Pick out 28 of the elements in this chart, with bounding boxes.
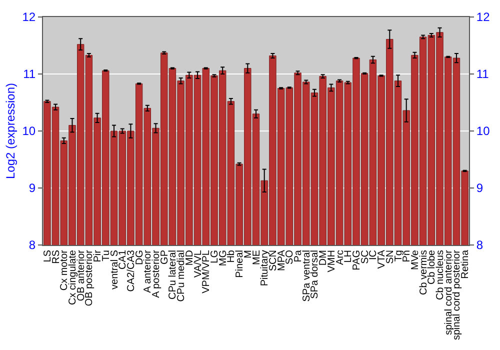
x-tick-label: Retina: [460, 250, 472, 279]
y-axis-title: Log2 (expression): [4, 82, 18, 180]
x-tick-label: Tg: [393, 250, 404, 262]
y2-tick-label: 10: [476, 124, 490, 138]
x-tick-label: A posterior: [151, 249, 162, 298]
x-tick-label: LG: [209, 250, 220, 264]
x-tick-label: RS: [50, 250, 62, 264]
y-tick-label: 9: [28, 181, 36, 196]
x-tick-label: PAG: [351, 250, 362, 270]
y-tick-label: 8: [28, 238, 36, 252]
x-tick-label: CA2/CA3: [126, 250, 137, 292]
y-tick-label: 12: [22, 10, 36, 24]
y2-tick-label: 9: [476, 181, 484, 196]
y-tick-label: 10: [22, 124, 36, 138]
x-tick-label: LS: [42, 250, 54, 262]
x-tick-label: ME: [251, 250, 262, 265]
y2-tick-label: 8: [476, 238, 484, 252]
x-tick-label: M: [242, 250, 254, 258]
x-tick-label: OB posterior: [84, 249, 96, 306]
x-tick-label: Tu: [100, 250, 112, 262]
x-tick-label: Cx cingulate: [67, 250, 78, 306]
x-tick-label: spinal cord posterior: [452, 249, 463, 340]
x-tick-label: VMH: [326, 250, 338, 272]
y-tick-label: 11: [23, 67, 36, 82]
x-tick-label: SN: [384, 250, 396, 264]
x-tick-label: MVe: [410, 250, 421, 270]
y2-tick-label: 11: [476, 67, 490, 82]
y2-tick-label: 12: [476, 10, 490, 24]
